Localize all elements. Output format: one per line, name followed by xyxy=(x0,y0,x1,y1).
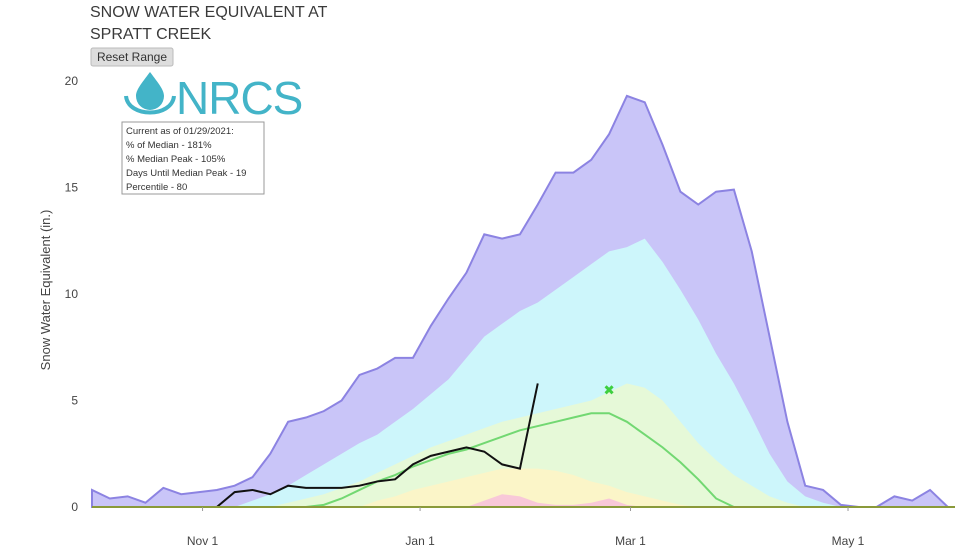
info-line: Days Until Median Peak - 19 xyxy=(126,168,246,179)
info-line: Current as of 01/29/2021: xyxy=(126,126,234,137)
info-line: Percentile - 80 xyxy=(126,182,187,193)
logo-arc xyxy=(124,95,176,115)
y-tick-label: 20 xyxy=(65,74,79,88)
info-box-bg xyxy=(121,121,265,195)
logo-text: NRCS xyxy=(176,72,302,124)
chart-title: SNOW WATER EQUIVALENT AT xyxy=(90,4,328,21)
chart-title: SPRATT CREEK xyxy=(90,26,212,43)
reset-button-bg[interactable] xyxy=(90,47,174,67)
y-tick-label: 10 xyxy=(65,287,79,301)
x-tick-label: Mar 1 xyxy=(615,534,646,548)
band-area xyxy=(92,468,948,507)
plot-area: 0 5 10 15 20 Nov 1 Jan 1 Mar 1 May 1 xyxy=(65,74,955,548)
band-area xyxy=(92,494,948,507)
y-tick-label: 15 xyxy=(65,180,79,194)
x-tick-label: Nov 1 xyxy=(187,534,219,548)
logo-drop xyxy=(136,72,164,110)
band-area xyxy=(92,383,948,507)
y-axis-label: Snow Water Equivalent (in.) xyxy=(38,210,53,371)
info-line: % of Median - 181% xyxy=(126,140,212,151)
info-box: Current as of 01/29/2021: % of Median - … xyxy=(121,121,265,195)
band-area xyxy=(92,238,948,508)
x-tick-label: Jan 1 xyxy=(405,534,435,548)
reset-button[interactable]: Reset Range xyxy=(90,47,174,67)
y-tick-label: 0 xyxy=(71,500,78,514)
peak-marker xyxy=(604,385,614,395)
y-tick-label: 5 xyxy=(71,393,78,407)
info-line: % Median Peak - 105% xyxy=(126,154,226,165)
logo: NRCS xyxy=(124,72,303,124)
reset-button-label[interactable]: Reset Range xyxy=(97,50,167,64)
x-tick-label: May 1 xyxy=(832,534,865,548)
